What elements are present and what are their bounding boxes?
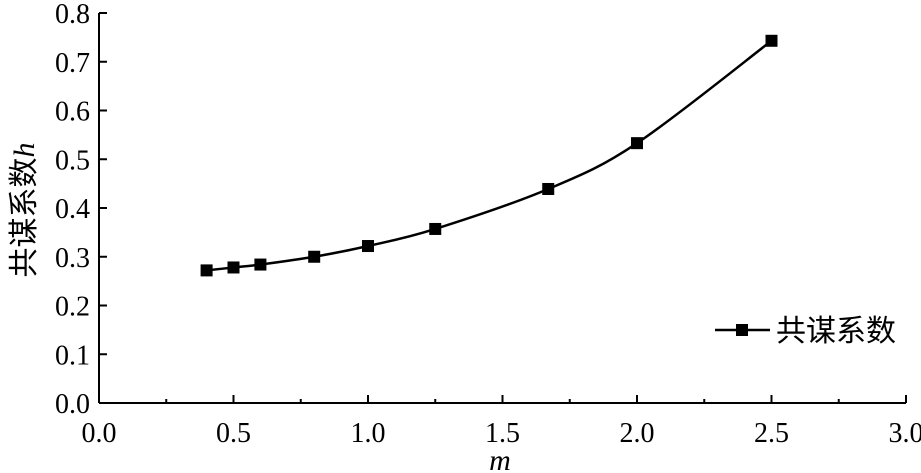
y-tick-label: 0.0: [55, 389, 90, 420]
data-point-marker: [765, 34, 778, 47]
y-ticks: 0.0 0.1 0.2 0.3 0.4 0.5 0.6 0.7 0.8: [55, 0, 107, 420]
y-tick-label: 0.3: [55, 243, 90, 274]
data-point-marker: [631, 137, 643, 150]
data-point-marker: [254, 258, 267, 271]
data-point-marker: [542, 182, 555, 195]
x-tick-label: 0.5: [216, 418, 251, 449]
x-tick-label: 1.5: [485, 418, 520, 449]
legend-label: 共谋系数: [776, 315, 896, 348]
y-tick-label: 0.6: [55, 97, 90, 128]
x-tick-label: 2.0: [620, 418, 655, 449]
legend-marker: [736, 324, 748, 336]
y-tick-label: 0.2: [55, 292, 90, 323]
data-point-marker: [362, 240, 374, 253]
data-point-marker: [308, 250, 321, 263]
series-layer: [200, 34, 778, 277]
y-axis-label-var: h: [8, 143, 41, 158]
x-tick-label: 2.5: [754, 418, 789, 449]
data-point-marker: [429, 222, 442, 235]
y-tick-label: 0.4: [55, 194, 90, 225]
y-tick-label: 0.5: [55, 145, 90, 176]
x-tick-label: 1.0: [351, 418, 386, 449]
y-tick-label: 0.1: [55, 340, 90, 371]
data-point-marker: [227, 261, 240, 274]
y-tick-label: 0.8: [55, 0, 90, 30]
x-ticks: 0.0 0.5 1.0 1.5 2.0 2.5 3.0: [82, 395, 921, 449]
x-tick-label: 0.0: [82, 418, 117, 449]
x-axis-label: m: [489, 444, 511, 473]
data-point-marker: [200, 264, 213, 277]
legend: 共谋系数: [715, 315, 896, 348]
series-line: [206, 39, 773, 272]
y-tick-label: 0.7: [55, 48, 90, 79]
x-tick-label: 3.0: [889, 418, 921, 449]
y-axis-label-text: 共谋系数: [8, 158, 41, 278]
y-axis-label: 共谋系数h: [8, 143, 41, 278]
